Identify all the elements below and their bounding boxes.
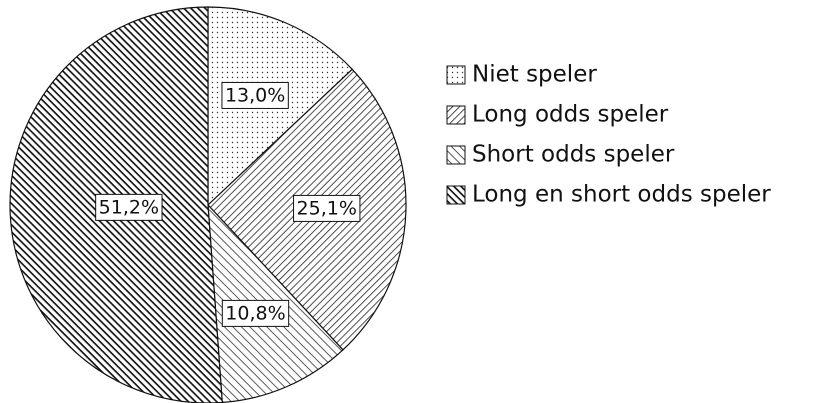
legend-label: Niet speler: [472, 62, 597, 88]
data-label-box: [221, 299, 290, 327]
data-label-box: [95, 193, 163, 221]
data-label: 51,2%: [95, 193, 163, 221]
data-label-text: 13,0%: [225, 84, 285, 106]
legend-swatch: [446, 65, 466, 85]
legend-label: Long en short odds speler: [472, 182, 771, 208]
data-label-text: 25,1%: [297, 197, 357, 219]
legend-label: Short odds speler: [472, 142, 675, 168]
data-label: 13,0%: [221, 81, 289, 109]
legend: Niet speler Long odds speler Short odds sp…: [446, 62, 771, 208]
data-label-box: [221, 81, 289, 109]
legend-label: Long odds speler: [472, 102, 669, 128]
legend-swatch: [446, 105, 466, 125]
data-label: 10,8%: [221, 299, 290, 327]
data-label-text: 51,2%: [99, 196, 159, 218]
legend-swatch: [446, 185, 466, 205]
data-label-box: [293, 194, 361, 222]
legend-swatch: [446, 145, 466, 165]
data-label-text: 10,8%: [225, 302, 285, 324]
data-labels: 13,0% 25,1% 10,8% 51,2%: [95, 81, 361, 327]
data-label: 25,1%: [293, 194, 361, 222]
